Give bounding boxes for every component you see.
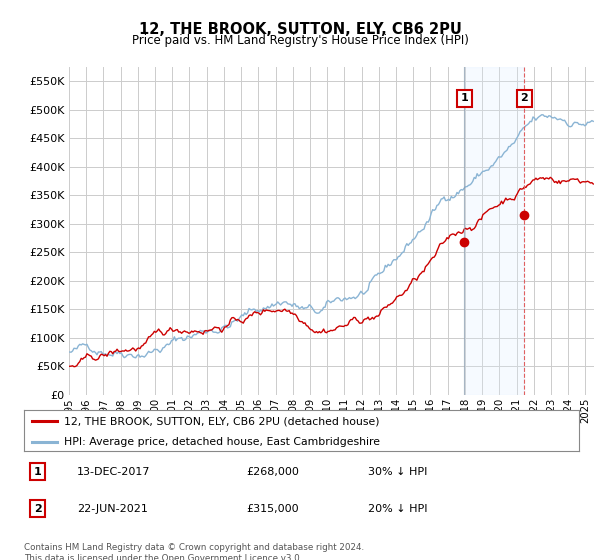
Text: 2: 2 xyxy=(34,504,42,514)
Text: 30% ↓ HPI: 30% ↓ HPI xyxy=(368,467,427,477)
Text: HPI: Average price, detached house, East Cambridgeshire: HPI: Average price, detached house, East… xyxy=(64,437,380,447)
Text: Price paid vs. HM Land Registry's House Price Index (HPI): Price paid vs. HM Land Registry's House … xyxy=(131,34,469,46)
Bar xyxy=(464,67,524,395)
Text: 12, THE BROOK, SUTTON, ELY, CB6 2PU: 12, THE BROOK, SUTTON, ELY, CB6 2PU xyxy=(139,22,461,38)
Text: 20% ↓ HPI: 20% ↓ HPI xyxy=(368,504,428,514)
Text: £268,000: £268,000 xyxy=(246,467,299,477)
Text: Contains HM Land Registry data © Crown copyright and database right 2024.
This d: Contains HM Land Registry data © Crown c… xyxy=(24,543,364,560)
Text: 2: 2 xyxy=(521,94,529,104)
Text: 13-DEC-2017: 13-DEC-2017 xyxy=(77,467,150,477)
Text: 22-JUN-2021: 22-JUN-2021 xyxy=(77,504,148,514)
Text: 12, THE BROOK, SUTTON, ELY, CB6 2PU (detached house): 12, THE BROOK, SUTTON, ELY, CB6 2PU (det… xyxy=(64,417,379,426)
Text: £315,000: £315,000 xyxy=(246,504,299,514)
Text: 1: 1 xyxy=(34,467,42,477)
Text: 1: 1 xyxy=(460,94,468,104)
